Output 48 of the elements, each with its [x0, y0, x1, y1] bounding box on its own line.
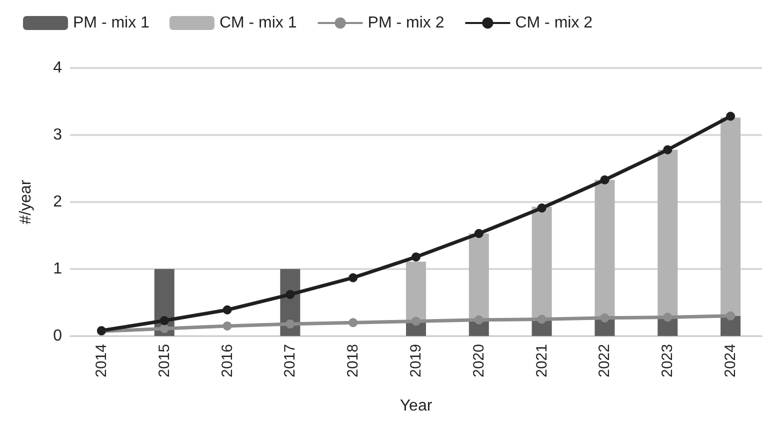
legend-label: CM - mix 1 — [219, 14, 297, 32]
point — [474, 315, 484, 324]
bar — [594, 180, 615, 318]
y-tick-label: 4 — [53, 60, 62, 76]
x-tick-label: 2022 — [596, 344, 614, 378]
y-axis-title: #/year — [18, 179, 34, 224]
x-tick-label: 2014 — [92, 344, 110, 378]
point — [348, 318, 358, 328]
x-tick-label: 2021 — [533, 344, 550, 378]
legend-label: PM - mix 2 — [368, 14, 444, 32]
x-tick-label: 2018 — [344, 344, 362, 378]
point — [160, 316, 169, 326]
bar — [468, 233, 489, 320]
x-tick-label: 2023 — [659, 344, 676, 378]
x-tick-label: 2016 — [218, 344, 236, 378]
point — [537, 314, 546, 324]
bar — [720, 118, 741, 316]
y-tick-label: 0 — [53, 328, 62, 344]
point — [286, 319, 295, 328]
legend-label: PM - mix 1 — [73, 14, 150, 32]
point — [222, 321, 232, 330]
legend-label: CM - mix 2 — [515, 14, 593, 32]
y-tick-label: 3 — [53, 126, 62, 144]
point — [412, 316, 420, 326]
point — [600, 313, 610, 322]
x-tick-label: 2019 — [408, 344, 424, 378]
point — [663, 145, 672, 154]
x-tick-label: 2017 — [282, 344, 299, 378]
bar — [406, 262, 426, 322]
point — [726, 112, 736, 121]
point — [348, 273, 358, 282]
point — [222, 305, 232, 314]
bar — [658, 150, 678, 318]
bar — [532, 206, 552, 320]
point — [726, 311, 736, 320]
x-tick-label: 2020 — [470, 344, 488, 378]
point — [412, 252, 420, 262]
x-tick-label: 2015 — [156, 344, 173, 378]
point — [160, 324, 169, 334]
x-axis-title: Year — [400, 398, 433, 414]
y-tick-label: 2 — [53, 194, 62, 210]
y-tick-label: 1 — [53, 260, 62, 278]
point — [663, 312, 672, 322]
point — [537, 204, 546, 213]
x-tick-label: 2024 — [722, 344, 740, 378]
point — [286, 290, 295, 299]
point — [600, 175, 610, 184]
point — [474, 228, 484, 238]
